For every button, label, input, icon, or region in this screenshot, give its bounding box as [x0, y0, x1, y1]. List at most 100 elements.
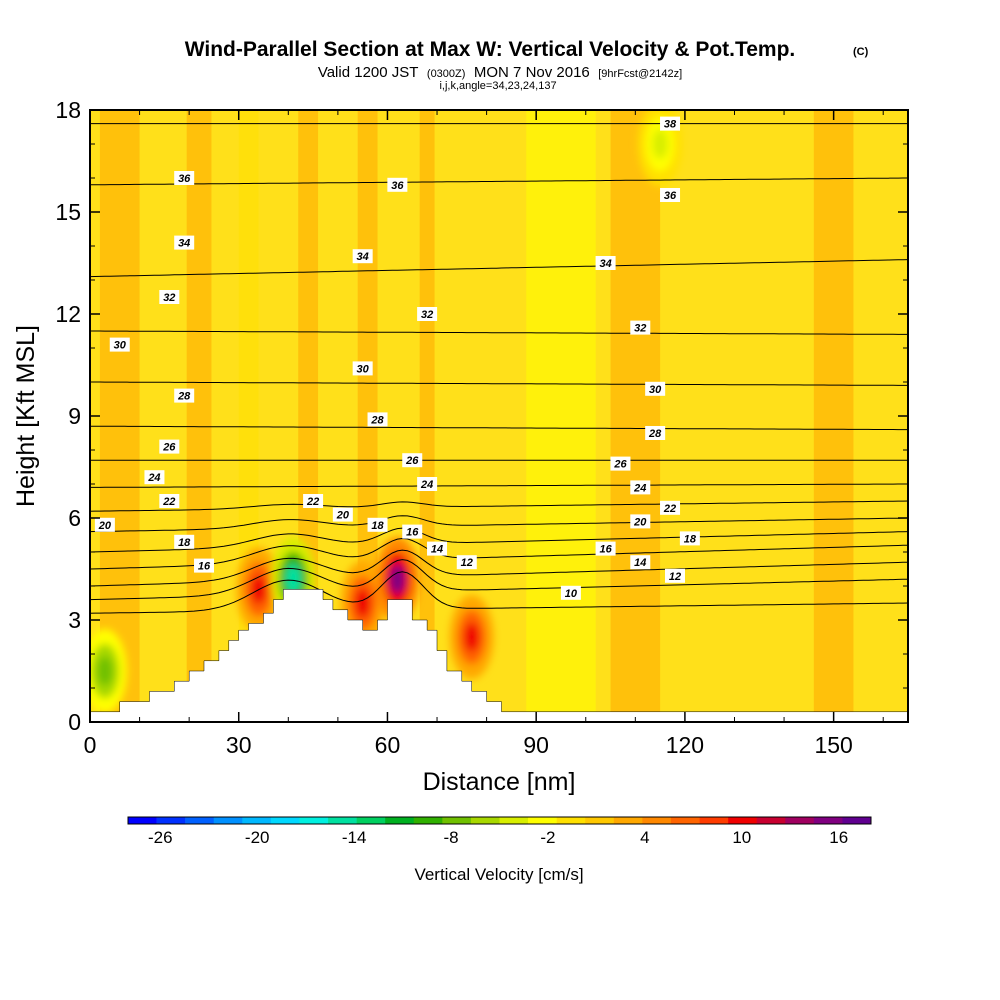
contour-label-text: 26 — [613, 459, 627, 471]
colorbar: -26 -20 -14 -8 -2 4 10 16 — [127, 816, 872, 847]
colorbar-swatch — [528, 817, 557, 824]
theta-contour-24 — [90, 483, 908, 488]
terrain-layer — [90, 589, 908, 722]
contour-label: 30 — [352, 361, 373, 376]
contour-label: 12 — [664, 568, 685, 583]
contour-label-text: 12 — [461, 557, 473, 569]
contour-label: 20 — [94, 517, 115, 532]
colorbar-swatch — [813, 817, 843, 824]
theta-contour-22 — [90, 500, 908, 512]
contour-label: 34 — [595, 256, 616, 270]
contour-label-box — [630, 555, 651, 570]
colorbar-swatch — [699, 817, 729, 824]
contour-label: 14 — [427, 541, 448, 556]
contour-label: 28 — [174, 388, 195, 403]
chart-title: Wind-Parallel Section at Max W: Vertical… — [185, 38, 796, 61]
downdraft-core — [652, 129, 668, 159]
colorbar-swatch — [670, 817, 700, 824]
contour-label-box — [387, 177, 408, 192]
theta-contour-14 — [90, 549, 908, 587]
updraft-core — [354, 588, 371, 618]
contour-label: 26 — [610, 456, 631, 471]
contour-label-box — [456, 555, 477, 570]
velocity-band — [186, 110, 212, 722]
contour-label: 30 — [645, 381, 666, 396]
theta-contour-32 — [90, 330, 908, 335]
contour-label-text: 28 — [177, 391, 191, 403]
colorbar-swatch — [356, 817, 386, 824]
forecast-label: [9hrFcst@2142z] — [598, 68, 682, 80]
contour-label-text: 12 — [669, 571, 681, 583]
contour-label-box — [660, 500, 681, 515]
colorbar-swatch — [328, 817, 357, 824]
contour-label: 12 — [456, 555, 477, 570]
downdraft-cell — [90, 629, 127, 713]
contour-label: 24 — [630, 480, 651, 495]
contour-label-text: 14 — [634, 557, 646, 569]
contour-label-box — [174, 388, 195, 403]
colorbar-tick-label: -26 — [148, 828, 173, 847]
colorbar-swatch — [470, 817, 500, 824]
contour-label-text: 34 — [357, 251, 369, 263]
colorbar-swatch — [242, 817, 272, 824]
theta-contour-36 — [90, 177, 908, 186]
contour-label-box — [595, 256, 616, 270]
contour-label-text: 38 — [664, 119, 677, 131]
contour-label-text: 28 — [370, 414, 384, 426]
contour-label-text: 24 — [420, 479, 433, 491]
colorbar-swatch — [728, 817, 757, 824]
velocity-band — [99, 110, 140, 722]
y-axis-label: Height [Kft MSL] — [12, 325, 40, 507]
x-tick-label: 150 — [814, 732, 852, 758]
contour-label: 16 — [402, 524, 423, 539]
velocity-band — [813, 110, 854, 722]
colorbar-swatch — [499, 817, 529, 824]
contour-label-text: 14 — [431, 544, 443, 556]
colorbar-tick-label: -20 — [245, 828, 270, 847]
valid-time-label: Valid 1200 JST — [318, 64, 419, 81]
contour-label-box — [174, 171, 195, 185]
contour-label-text: 26 — [405, 455, 419, 467]
y-tick-label: 6 — [68, 505, 81, 531]
downdraft-core — [97, 656, 113, 686]
contour-label-text: 20 — [98, 520, 112, 532]
contour-label: 18 — [679, 531, 700, 546]
contour-label: 32 — [630, 320, 651, 335]
updraft-core — [389, 564, 406, 594]
contour-label: 28 — [367, 412, 388, 427]
contour-label-box — [352, 249, 373, 264]
contour-label: 14 — [630, 555, 651, 570]
colorbar-tick-label: 4 — [640, 828, 649, 847]
contour-label-text: 36 — [664, 190, 677, 202]
contour-label: 16 — [595, 541, 616, 556]
contour-label: 16 — [194, 558, 215, 573]
copyright-mark: (C) — [853, 46, 869, 58]
x-axis-label: Distance [nm] — [423, 768, 576, 796]
contour-label-box — [402, 453, 423, 468]
terrain — [90, 589, 908, 722]
contour-label: 18 — [367, 517, 388, 532]
colorbar-swatch — [556, 817, 586, 824]
colorbar-swatch — [585, 817, 615, 824]
contour-label-box — [664, 568, 685, 583]
contour-label-text: 16 — [599, 544, 612, 556]
contour-label: 26 — [402, 453, 423, 468]
theta-contour-18 — [90, 527, 908, 553]
contour-label-text: 36 — [178, 173, 191, 185]
colorbar-tick-label: -8 — [443, 828, 458, 847]
contour-label-box — [427, 541, 448, 556]
theta-contour-10 — [90, 571, 908, 614]
contour-label: 20 — [630, 514, 651, 529]
contour-label-box — [174, 534, 195, 549]
contour-label-text: 20 — [633, 516, 647, 528]
contour-label-box — [159, 494, 180, 508]
colorbar-swatch — [385, 817, 415, 824]
y-tick-label: 0 — [68, 709, 81, 735]
valid-date-label: MON 7 Nov 2016 — [474, 64, 590, 81]
contour-label-text: 24 — [147, 472, 160, 484]
contour-label-box — [417, 477, 438, 491]
valid-utc-label: (0300Z) — [427, 68, 466, 80]
chart-subtitle: Valid 1200 JST (0300Z) MON 7 Nov 2016 [9… — [318, 64, 682, 81]
